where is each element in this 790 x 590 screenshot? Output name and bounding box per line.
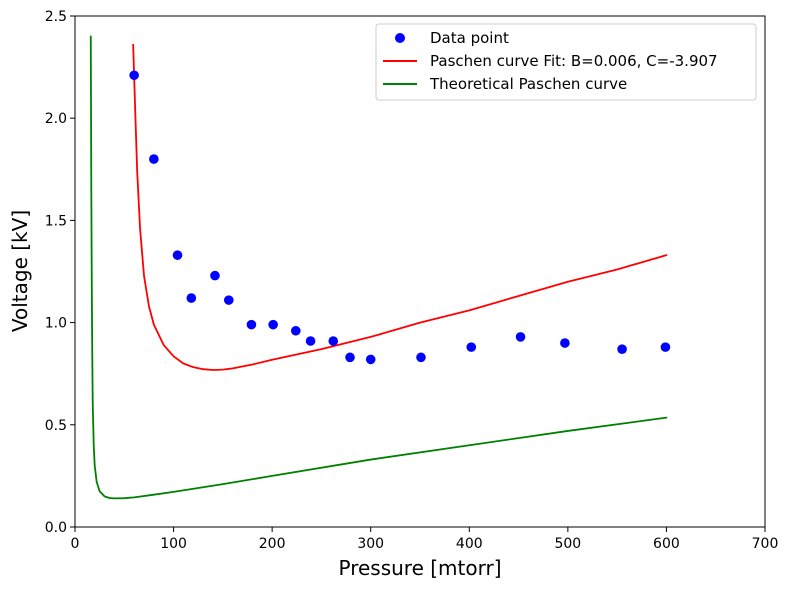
y-tick-label: 0.5 bbox=[45, 418, 67, 434]
data-point bbox=[246, 319, 257, 330]
data-point bbox=[268, 319, 278, 330]
data-point bbox=[617, 344, 627, 354]
data-point bbox=[560, 338, 570, 348]
y-tick-label: 2.0 bbox=[45, 111, 67, 127]
x-axis-label: Pressure [mtorr] bbox=[338, 556, 501, 580]
series-line-ff0000 bbox=[132, 43, 668, 371]
legend-label-theoretical: Theoretical Paschen curve bbox=[429, 75, 627, 93]
data-point bbox=[291, 325, 301, 336]
y-tick-label: 0.0 bbox=[45, 520, 67, 536]
data-point bbox=[328, 336, 339, 346]
x-tick-label: 400 bbox=[456, 536, 483, 552]
series-line-008000 bbox=[89, 35, 668, 500]
data-point bbox=[660, 342, 671, 352]
x-tick-label: 300 bbox=[357, 536, 384, 552]
x-tick-label: 500 bbox=[554, 536, 581, 552]
data-point bbox=[305, 336, 316, 346]
data-point bbox=[129, 70, 139, 81]
legend: Data point Paschen curve Fit: B=0.006, C… bbox=[375, 23, 757, 101]
x-tick-label: 700 bbox=[752, 536, 779, 552]
x-tick-label: 100 bbox=[160, 536, 187, 552]
data-point bbox=[223, 295, 234, 305]
legend-box bbox=[375, 23, 757, 101]
x-tick-label: 200 bbox=[259, 536, 286, 552]
data-point bbox=[365, 354, 376, 365]
data-point bbox=[515, 332, 526, 342]
data-point bbox=[210, 270, 220, 281]
data-point bbox=[345, 352, 355, 363]
data-point bbox=[172, 250, 183, 260]
plot-frame bbox=[74, 15, 766, 528]
y-tick-label: 2.5 bbox=[45, 9, 67, 25]
legend-label-data-point: Data point bbox=[430, 29, 509, 47]
legend-label-paschen-fit: Paschen curve Fit: B=0.006, C=-3.907 bbox=[430, 52, 718, 70]
data-point bbox=[416, 352, 426, 363]
y-tick-label: 1.0 bbox=[45, 316, 67, 332]
data-point bbox=[466, 342, 477, 352]
data-point bbox=[186, 293, 197, 303]
legend-marker-data-point bbox=[395, 33, 405, 43]
data-point bbox=[149, 154, 159, 164]
y-tick-label: 1.5 bbox=[45, 213, 67, 229]
x-tick-label: 0 bbox=[71, 536, 80, 552]
y-axis-label: Voltage [kV] bbox=[8, 210, 32, 332]
x-tick-label: 600 bbox=[653, 536, 680, 552]
